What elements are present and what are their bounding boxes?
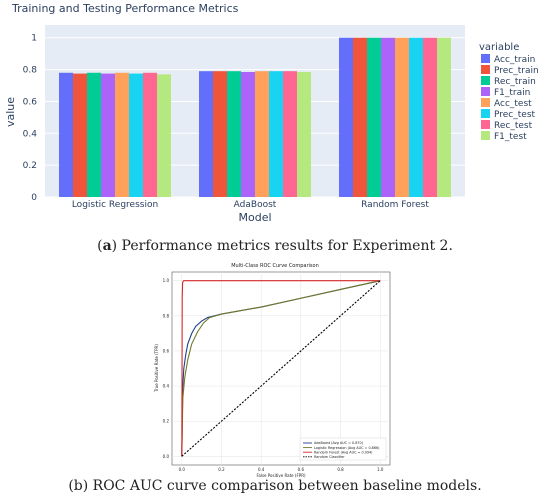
roc-y-tick-label: 0.4: [163, 384, 170, 389]
bar: [59, 72, 73, 197]
legend-label: F1_test: [494, 132, 527, 142]
roc-legend-box: [299, 437, 387, 461]
bar: [143, 72, 157, 197]
legend-label: Prec_train: [494, 66, 539, 76]
roc-y-tick-label: 0.2: [163, 419, 170, 424]
roc-x-axis-label: False Positive Rate (FPR): [256, 473, 306, 478]
bar-marks: [59, 37, 451, 198]
bar: [353, 37, 367, 198]
bar-x-tick-label: AdaBoost: [234, 200, 277, 210]
bar-legend-title: variable: [479, 42, 519, 53]
bar: [269, 71, 283, 197]
legend-swatch: [481, 131, 490, 140]
roc-series-line: [181, 280, 381, 457]
bar: [367, 37, 381, 198]
roc-x-tick-label: 0.4: [258, 467, 265, 472]
bar: [115, 72, 129, 197]
legend-label: Prec_test: [494, 110, 536, 120]
bar-x-ticks: Logistic Regression AdaBoost Random Forest: [72, 200, 430, 210]
bar: [227, 71, 241, 197]
bar-y-tick-label: 0.8: [23, 66, 38, 76]
bar: [395, 37, 409, 198]
bar-chart-figure: Training and Testing Performance Metrics…: [4, 2, 539, 224]
roc-y-tick-label: 0.0: [163, 454, 170, 459]
bar-chart-title: Training and Testing Performance Metrics: [11, 2, 239, 15]
roc-legend-label: Logistic Regression (Avg AUC = 0.866): [314, 446, 380, 450]
caption-a-text: Performance metrics results for Experime…: [117, 238, 453, 254]
legend-label: F1_train: [494, 88, 530, 98]
bar-y-tick-label: 0.6: [23, 97, 38, 107]
bar: [73, 73, 87, 197]
legend-swatch: [481, 109, 490, 118]
roc-x-tick-label: 0.6: [298, 467, 305, 472]
roc-legend-label: AdaBoost (Avg AUC = 0.870): [314, 441, 364, 445]
legend-swatch: [481, 87, 490, 96]
roc-y-tick-label: 1.0: [163, 278, 170, 283]
legend-swatch: [481, 98, 490, 107]
legend-label: Rec_train: [494, 77, 536, 87]
roc-plot-area: [171, 271, 391, 466]
bar: [199, 71, 213, 197]
roc-x-tick-label: 0.2: [218, 467, 225, 472]
bar-x-tick-label: Logistic Regression: [72, 200, 158, 210]
roc-x-tick-label: 1.0: [377, 467, 384, 472]
legend-label: Acc_train: [494, 55, 535, 65]
roc-legend-label: Random Classifier: [314, 455, 345, 459]
bar-y-tick-label: 0.2: [23, 161, 37, 171]
roc-y-tick-label: 0.6: [163, 348, 170, 353]
caption-b: (b) ROC AUC curve comparison between bas…: [68, 478, 482, 494]
bar: [437, 37, 451, 198]
legend-swatch: [481, 120, 490, 129]
roc-series-line: [181, 280, 381, 457]
bar-y-ticks: 0 0.2 0.4 0.6 0.8 1: [23, 34, 38, 203]
roc-x-ticks: 0.0 0.2 0.4 0.6 0.8 1.0: [179, 467, 384, 472]
roc-legend-label: Random Forest (Avg AUC = 0.994): [314, 450, 373, 454]
roc-series-line: [181, 280, 381, 457]
roc-x-tick-label: 0.8: [337, 467, 344, 472]
legend-swatch: [481, 54, 490, 63]
legend-swatch: [481, 65, 490, 74]
bar: [409, 37, 423, 198]
bar-x-tick-label: Random Forest: [361, 200, 429, 210]
bar-y-axis-label: value: [4, 97, 17, 127]
bar: [129, 73, 143, 197]
caption-a: (a) Performance metrics results for Expe…: [97, 238, 453, 254]
roc-chart-figure: Multi-Class ROC Curve Comparison 0.0 0.2 0…: [150, 258, 400, 478]
roc-y-tick-label: 0.8: [163, 313, 170, 318]
bar: [255, 71, 269, 197]
caption-a-letter: a: [102, 238, 112, 254]
legend-swatch: [481, 76, 490, 85]
roc-y-axis-label: True Positive Rate (TPR): [154, 344, 159, 393]
roc-legend: AdaBoost (Avg AUC = 0.870)Logistic Regre…: [299, 437, 387, 461]
bar: [213, 71, 227, 197]
bar: [297, 71, 311, 197]
bar-legend: Acc_trainPrec_trainRec_trainF1_trainAcc_…: [481, 54, 539, 142]
bar-x-axis-label: Model: [238, 211, 271, 224]
bar: [157, 74, 171, 197]
bar-y-tick-label: 1: [31, 34, 37, 44]
bar: [283, 71, 297, 197]
legend-label: Acc_test: [494, 99, 532, 109]
bar: [101, 73, 115, 197]
bar: [339, 37, 353, 198]
roc-x-tick-label: 0.0: [179, 467, 186, 472]
bar-y-tick-label: 0: [31, 193, 37, 203]
roc-lines: [181, 280, 381, 457]
bar: [87, 72, 101, 197]
roc-chart-title: Multi-Class ROC Curve Comparison: [231, 263, 319, 269]
bar: [241, 71, 255, 197]
bar-y-tick-label: 0.4: [23, 129, 38, 139]
legend-label: Rec_test: [494, 121, 533, 131]
bar: [423, 37, 437, 198]
roc-y-ticks: 0.0 0.2 0.4 0.6 0.8 1.0: [163, 278, 170, 459]
bar: [381, 37, 395, 198]
